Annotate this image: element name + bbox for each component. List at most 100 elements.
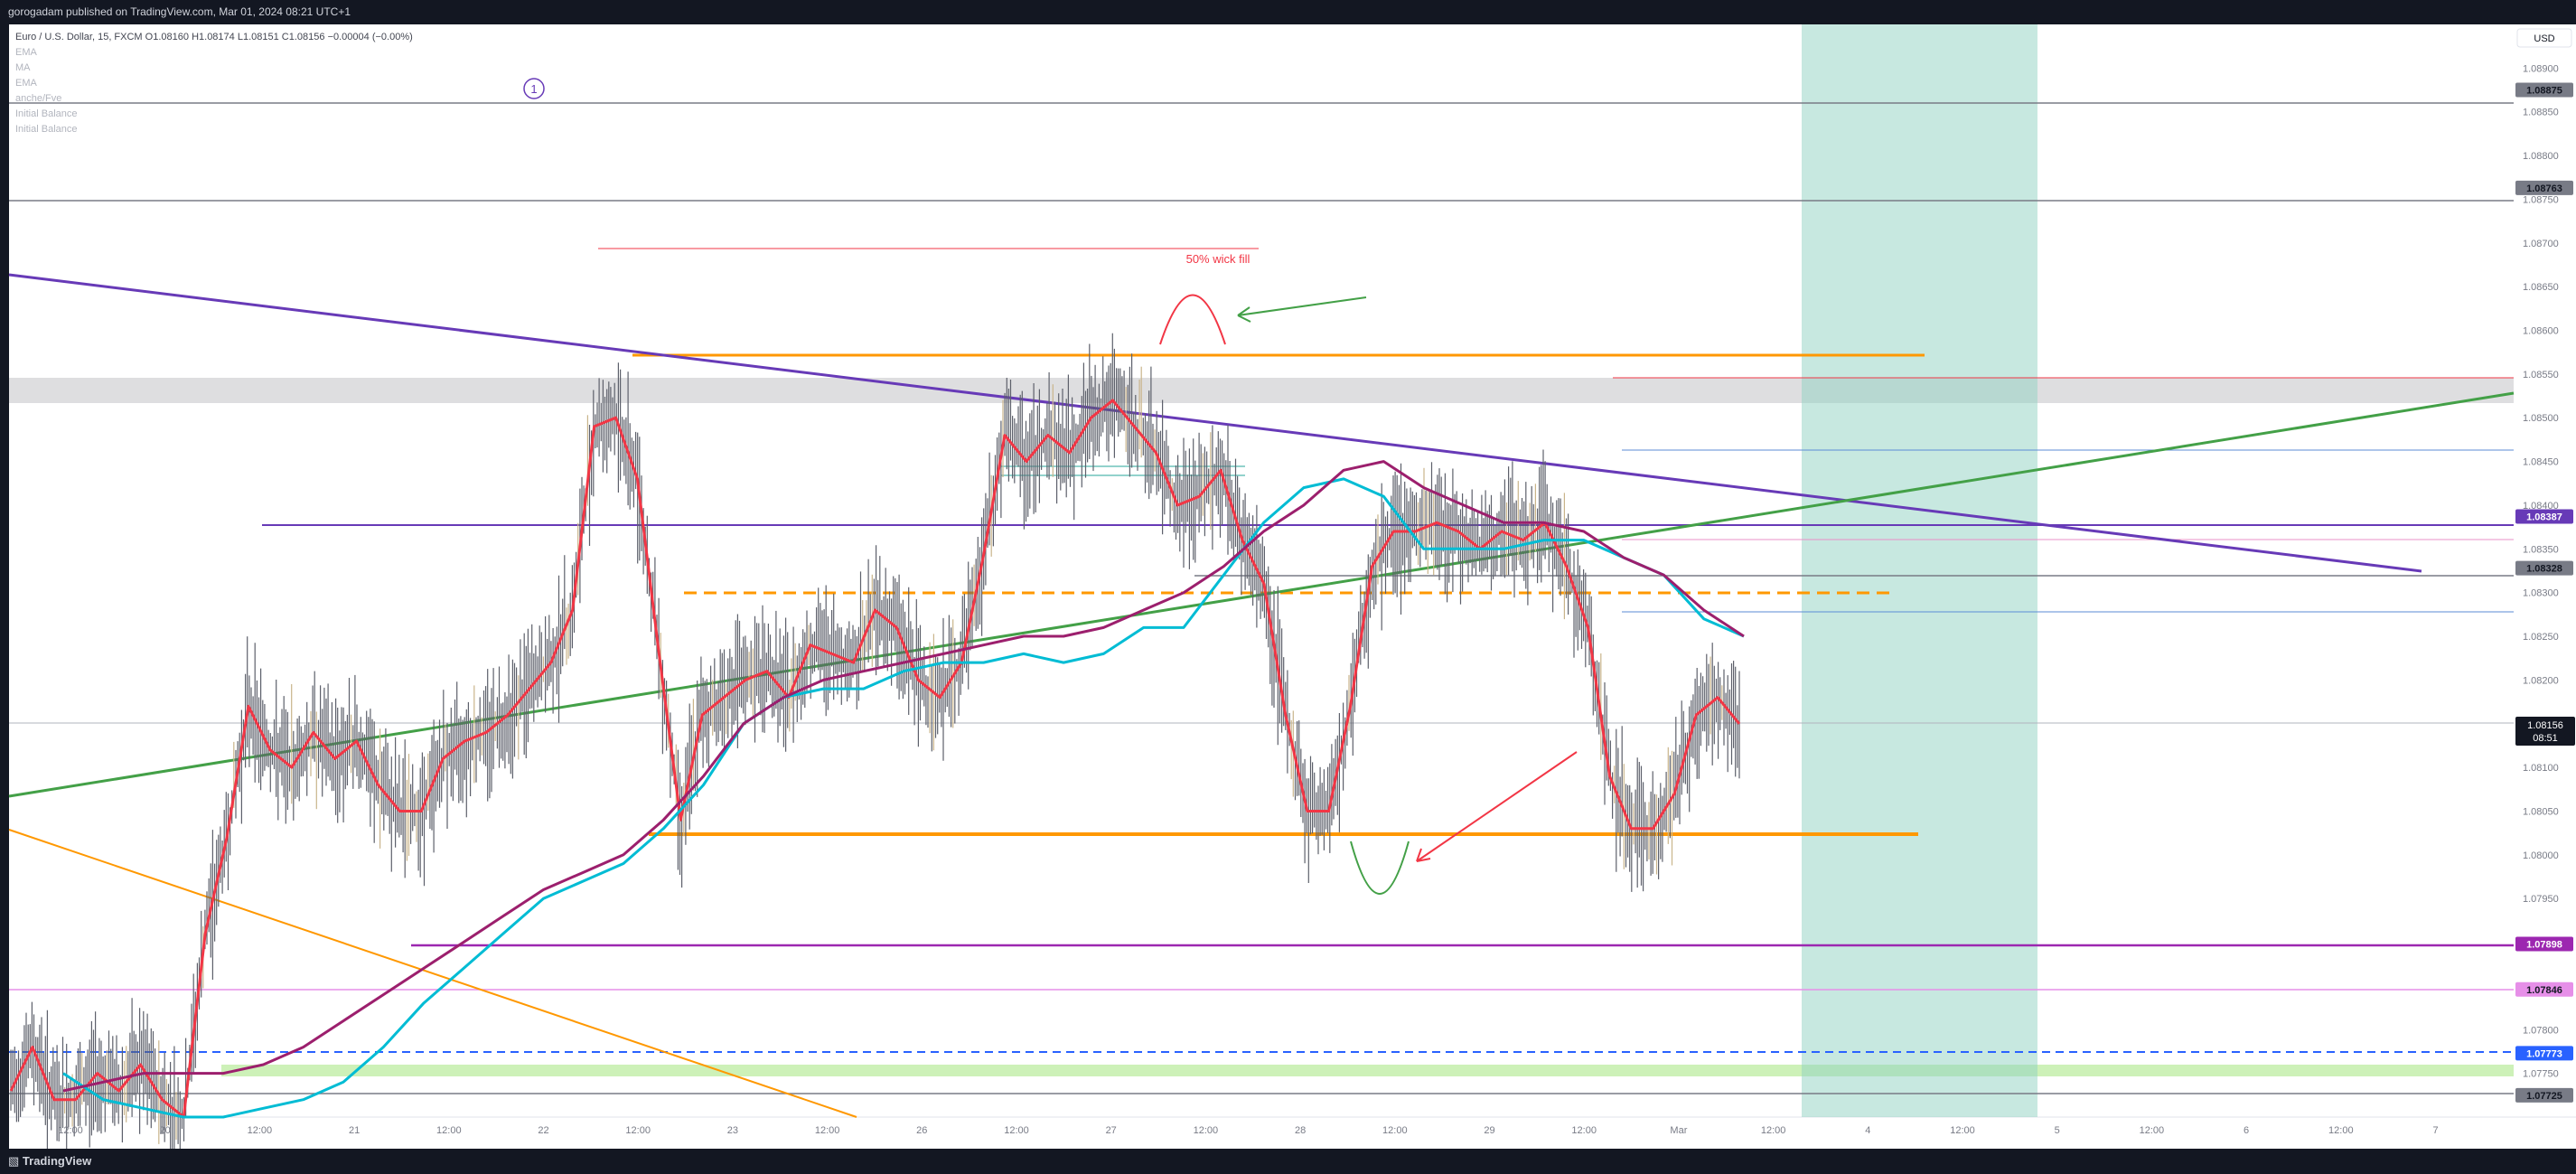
price-tick-label: 1.08850 [2523,108,2559,118]
time-tick-label: 12:00 [2140,1125,2165,1136]
price-badge-label: 1.08328 [2526,564,2562,575]
time-tick-label: 12:00 [1382,1125,1408,1136]
time-tick-label: 12:00 [1004,1125,1029,1136]
brand-label: TradingView [22,1154,92,1168]
price-badge-label: 1.07846 [2526,985,2562,996]
marker-label: 1 [530,82,537,96]
change-value: −0.00004 (−0.00%) [327,32,413,42]
high-label: H [192,32,200,42]
price-tick-label: 1.08350 [2523,544,2559,555]
time-tick-label: 20 [160,1125,171,1136]
high-value: 1.08174 [199,32,235,42]
green-arrow-head [1237,306,1251,323]
price-tick-label: 1.08050 [2523,806,2559,817]
time-tick-label: 26 [916,1125,927,1136]
close-label: C [281,32,289,42]
time-tick-label: 4 [1865,1125,1870,1136]
currency-box[interactable] [2516,28,2572,48]
purple-trendline [8,273,2422,573]
price-tick-label: 1.08550 [2523,370,2559,380]
time-tick-label: 12:00 [1194,1125,1219,1136]
open-value: 1.08160 [153,32,189,42]
footer-bar: ▧ TradingView [0,1149,2576,1174]
price-tick-label: 1.08100 [2523,763,2559,774]
tradingview-logo[interactable]: ▧ TradingView [8,1149,91,1174]
price-tick-label: 1.08500 [2523,413,2559,424]
price-tick-label: 1.08250 [2523,632,2559,643]
price-chart[interactable]: 1 50% wick fill 1.089001.088501.088001.0… [0,24,2576,1149]
price-tick-label: 1.08750 [2523,194,2559,205]
price-tick-label: 1.08400 [2523,501,2559,512]
time-tick-label: Mar [1670,1125,1687,1136]
chart-legend: Euro / U.S. Dollar, 15, FXCM O1.08160 H1… [15,30,413,137]
green-arc [1350,841,1410,895]
indicator-series [9,399,1745,1119]
price-badge [2515,1087,2573,1103]
price-badge-label: 1.08875 [2526,86,2562,97]
time-tick-label: 5 [2055,1125,2060,1136]
series-line-1 [62,477,1745,1119]
tv-logo-icon: ▧ [8,1154,23,1168]
red-arrow-head [1416,848,1431,862]
price-badge-label: 1.07725 [2526,1091,2562,1102]
time-tick-label: 12:00 [1950,1125,1975,1136]
publisher-text: gorogadam published on TradingView.com, … [8,5,351,18]
price-badge [2515,560,2573,576]
time-ticks: 12:00 20 12:00 21 12:00 22 12:00 23 12:00 26 12:00… [58,1125,2438,1136]
series-line-0 [9,399,1741,1119]
orange-trendline [8,829,857,1118]
price-badge [2515,509,2573,524]
red-arc [1159,294,1226,345]
price-tick-label: 1.08800 [2523,151,2559,162]
red-arrow [1416,751,1578,862]
time-tick-label: 12:00 [2328,1125,2354,1136]
time-axis[interactable] [9,1117,2576,1149]
resistance-zone [9,378,2514,403]
marker-circle [523,78,545,99]
price-tick-label: 1.08300 [2523,588,2559,599]
indicator-anchored-vwap[interactable]: anche/Fve [15,93,62,104]
price-badge-label: 1.08763 [2526,183,2562,194]
price-tick-label: 1.07750 [2523,1069,2559,1080]
time-tick-label: 6 [2243,1125,2249,1136]
currency-label: USD [2534,33,2554,44]
plot-area[interactable] [9,24,2514,1117]
green-trendline [8,391,2515,798]
indicator-ema-1[interactable]: EMA [15,47,37,58]
price-badge [2515,981,2573,997]
time-tick-label: 12:00 [248,1125,273,1136]
indicator-initial-balance-1[interactable]: Initial Balance [15,108,78,119]
time-tick-label: 12:00 [625,1125,651,1136]
price-badge [2515,1046,2573,1061]
green-arrow [1237,296,1367,316]
close-value: 1.08156 [288,32,325,42]
price-tick-label: 1.08650 [2523,282,2559,293]
price-badge-label: 1.07773 [2526,1048,2562,1059]
price-badge-label: 1.07898 [2526,939,2562,950]
price-badge-label: 1.08387 [2526,512,2562,523]
price-tick-label: 1.08200 [2523,675,2559,686]
price-badges: 1.08875 1.08763 1.08387 1.08328 1.07898 1.078… [2515,82,2573,1103]
indicator-ma[interactable]: MA [15,62,31,73]
time-tick-label: 12:00 [436,1125,462,1136]
low-value: 1.08151 [242,32,279,42]
last-price-label: 1.08156 [2527,720,2563,731]
low-label: L [237,32,243,42]
price-tick-label: 1.07800 [2523,1025,2559,1036]
time-tick-label: 12:00 [1571,1125,1597,1136]
time-tick-label: 12:00 [1761,1125,1786,1136]
indicator-initial-balance-2[interactable]: Initial Balance [15,124,78,135]
price-badge [2515,936,2573,952]
symbol-row: Euro / U.S. Dollar, 15, FXCM O1.08160 H1… [15,30,413,45]
symbol-name: Euro / U.S. Dollar, 15, FXCM [15,32,143,42]
time-tick-label: 27 [1106,1125,1117,1136]
price-tick-label: 1.08450 [2523,457,2559,468]
future-zone [1802,24,2037,1117]
time-tick-label: 29 [1484,1125,1494,1136]
indicator-ema-2[interactable]: EMA [15,78,37,89]
price-badge [2515,180,2573,195]
time-tick-label: 7 [2432,1125,2438,1136]
wick-fill-annotation: 50% wick fill [1186,252,1251,266]
price-badge [2515,82,2573,98]
price-tick-label: 1.08900 [2523,63,2559,74]
